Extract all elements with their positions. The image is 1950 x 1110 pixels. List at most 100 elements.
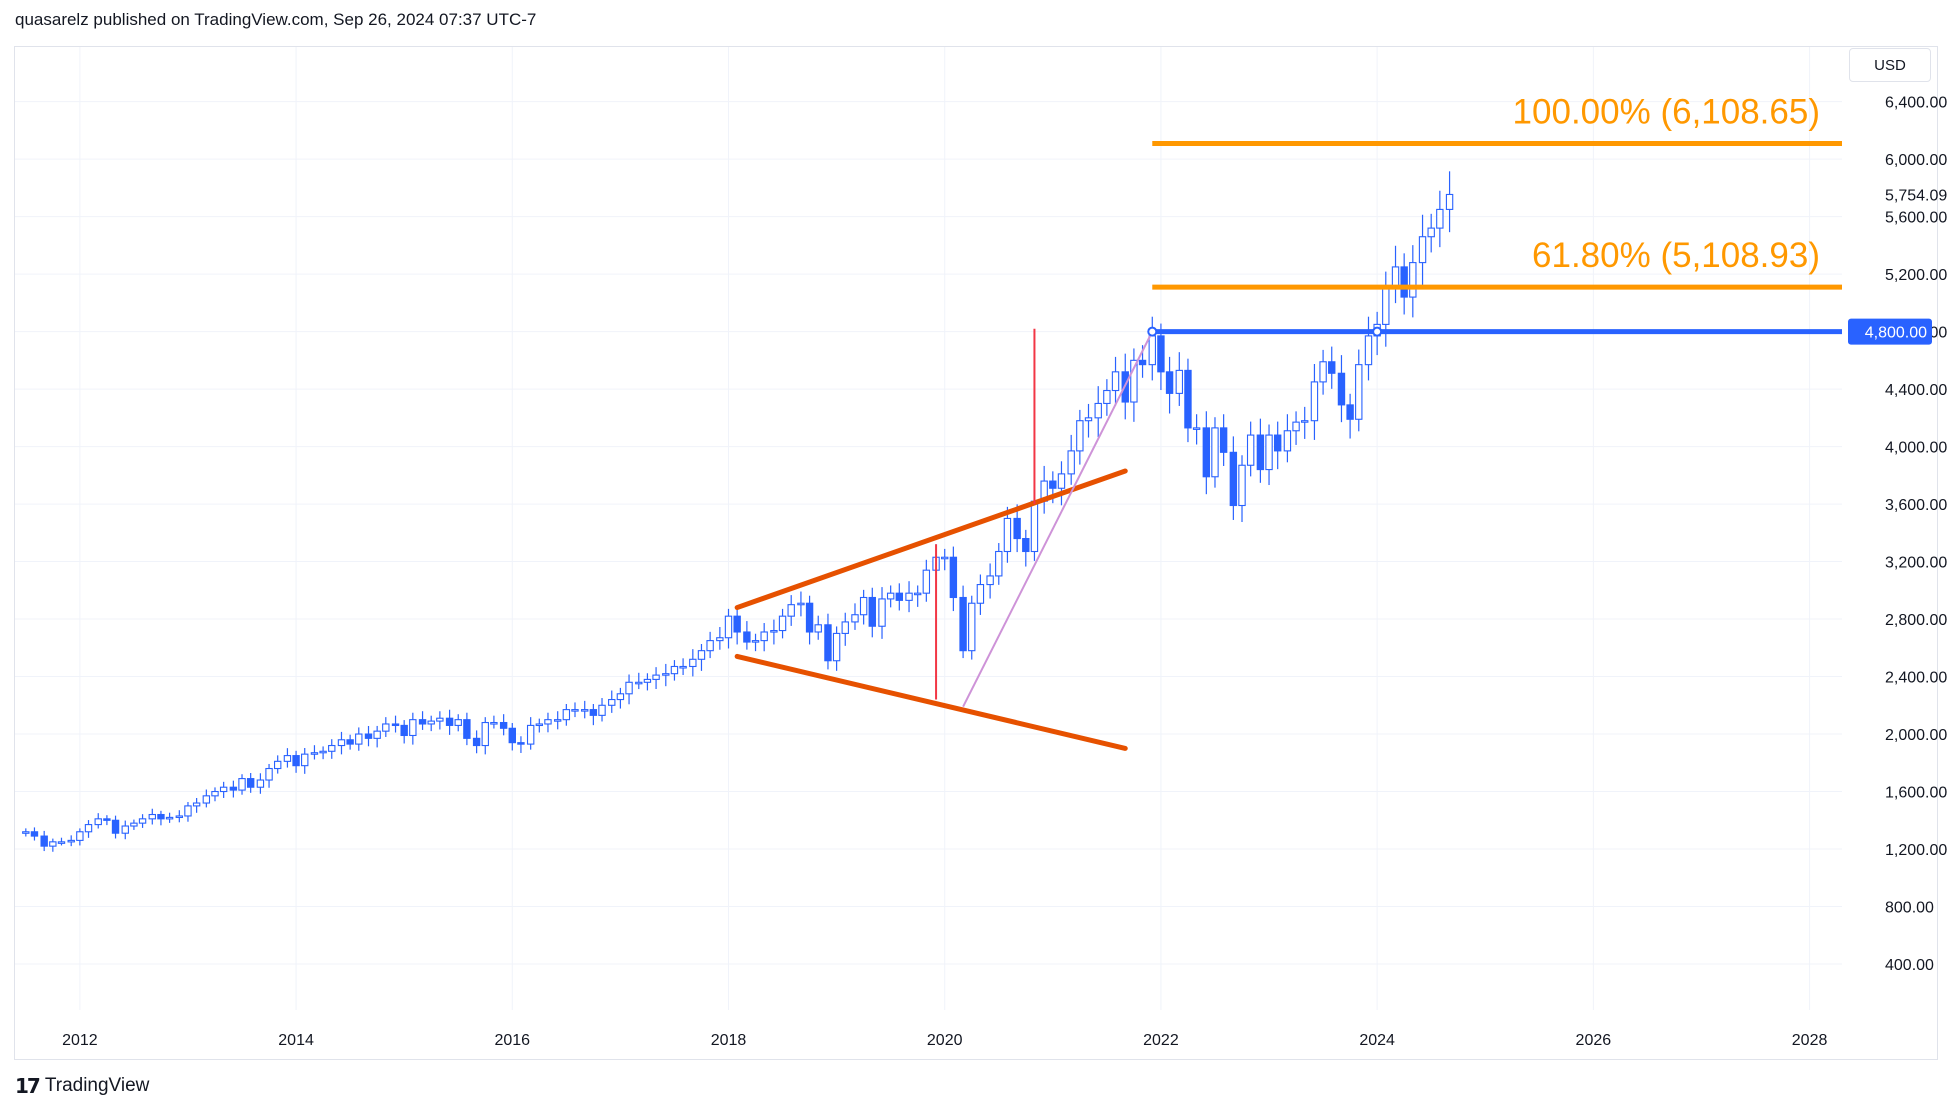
drawings: 100.00% (6,108.65) 61.80% (5,108.93)	[734, 92, 1842, 751]
candle-body	[292, 755, 300, 767]
candle-body	[724, 615, 733, 639]
candle-body	[959, 596, 967, 652]
candle-body	[364, 733, 373, 739]
candle-body	[1211, 427, 1219, 478]
candle-body	[1418, 236, 1427, 264]
candle-body	[652, 674, 660, 680]
candle-body	[94, 818, 102, 826]
candle-body	[635, 681, 643, 685]
candle-body	[1013, 517, 1021, 540]
candle-body	[770, 629, 778, 633]
y-tick-label: 2,000.00	[1885, 727, 1947, 744]
channel-line	[734, 468, 1128, 611]
candle-body	[968, 602, 976, 652]
x-tick-label: 2024	[1359, 1032, 1395, 1049]
fib-level-label: 61.80% (5,108.93)	[1532, 236, 1820, 275]
candle-body	[463, 719, 471, 739]
x-tick-label: 2014	[278, 1032, 314, 1049]
candle-body	[454, 719, 462, 726]
chart-frame	[14, 46, 1938, 1060]
y-tick-label: 6,000.00	[1885, 152, 1947, 169]
candle-body	[1084, 417, 1093, 422]
candle-body	[616, 693, 625, 701]
candle-body	[824, 624, 832, 662]
candle-body	[670, 665, 679, 675]
candle-body	[49, 841, 57, 847]
candle-body	[1138, 359, 1147, 366]
anchor-point	[1147, 326, 1158, 337]
candle-body	[165, 816, 174, 820]
candle-body	[121, 825, 129, 834]
y-tick-label: 4,400.00	[1885, 382, 1947, 399]
candle-body	[859, 596, 868, 616]
candle-body	[391, 723, 400, 727]
candle-body	[1003, 517, 1012, 553]
candle-body	[1400, 266, 1408, 298]
candle-body	[1346, 404, 1354, 420]
y-tick-label: 5,600.00	[1885, 210, 1947, 227]
candle-body	[913, 592, 922, 596]
channel-line	[734, 653, 1128, 751]
candle-body	[355, 733, 363, 745]
candlesticks	[22, 171, 1454, 852]
candle-body	[1175, 369, 1184, 394]
candle-body	[1355, 364, 1363, 420]
candle-body	[192, 802, 201, 807]
candle-body	[1364, 335, 1373, 366]
candle-body	[571, 709, 579, 712]
candle-body	[202, 795, 211, 804]
candle-body	[319, 750, 327, 754]
candle-body	[589, 709, 598, 716]
candle-body	[679, 665, 687, 669]
y-tick-label: 3,600.00	[1885, 497, 1947, 514]
candle-body	[814, 624, 822, 633]
footer-brand[interactable]: TradingView	[44, 1075, 150, 1096]
candle-body	[868, 596, 876, 627]
candle-body	[382, 723, 390, 732]
y-tick-label: 4,000.00	[1885, 440, 1947, 457]
candle-body	[301, 753, 309, 767]
candle-body	[941, 556, 949, 560]
candle-body	[409, 719, 417, 737]
candle-body	[310, 752, 319, 755]
candle-body	[84, 824, 93, 833]
currency-button[interactable]: USD	[1849, 48, 1931, 82]
candle-body	[1328, 361, 1336, 374]
candle-body	[111, 819, 120, 834]
grid	[15, 47, 1842, 1010]
candle-body	[1273, 434, 1282, 452]
candle-body	[760, 631, 768, 642]
candle-body	[1319, 361, 1327, 383]
candle-body	[598, 704, 606, 716]
candle-body	[373, 730, 381, 739]
candle-body	[238, 778, 246, 791]
candle-body	[283, 755, 292, 762]
trendline	[962, 331, 1154, 708]
candle-body	[517, 742, 525, 745]
y-tick-label: 5,200.00	[1885, 267, 1947, 284]
candle-body	[30, 831, 39, 837]
tradingview-logo-icon[interactable]: 17	[15, 1074, 41, 1098]
candle-body	[986, 575, 994, 586]
anchor-point	[1372, 326, 1383, 337]
candle-body	[1076, 420, 1084, 452]
candle-body	[797, 602, 805, 606]
candle-body	[905, 592, 913, 601]
candle-body	[1382, 287, 1390, 325]
candle-body	[976, 584, 985, 604]
x-tick-label: 2022	[1143, 1032, 1179, 1049]
candle-body	[778, 615, 787, 632]
y-tick-label: 400.00	[1885, 957, 1934, 974]
candle-body	[1094, 402, 1102, 419]
candle-body	[40, 835, 48, 847]
candle-body	[337, 739, 346, 747]
candle-body	[716, 637, 724, 642]
candle-body	[1057, 473, 1066, 489]
x-axis: 2012 2014 2016 2018 2020 2022 2024 2026 2028	[62, 1032, 1827, 1049]
candle-body	[1148, 335, 1156, 366]
candle-body	[886, 592, 895, 600]
candle-body	[733, 615, 741, 633]
candle-body	[662, 673, 670, 676]
y-tick-label: 2,800.00	[1885, 612, 1947, 629]
